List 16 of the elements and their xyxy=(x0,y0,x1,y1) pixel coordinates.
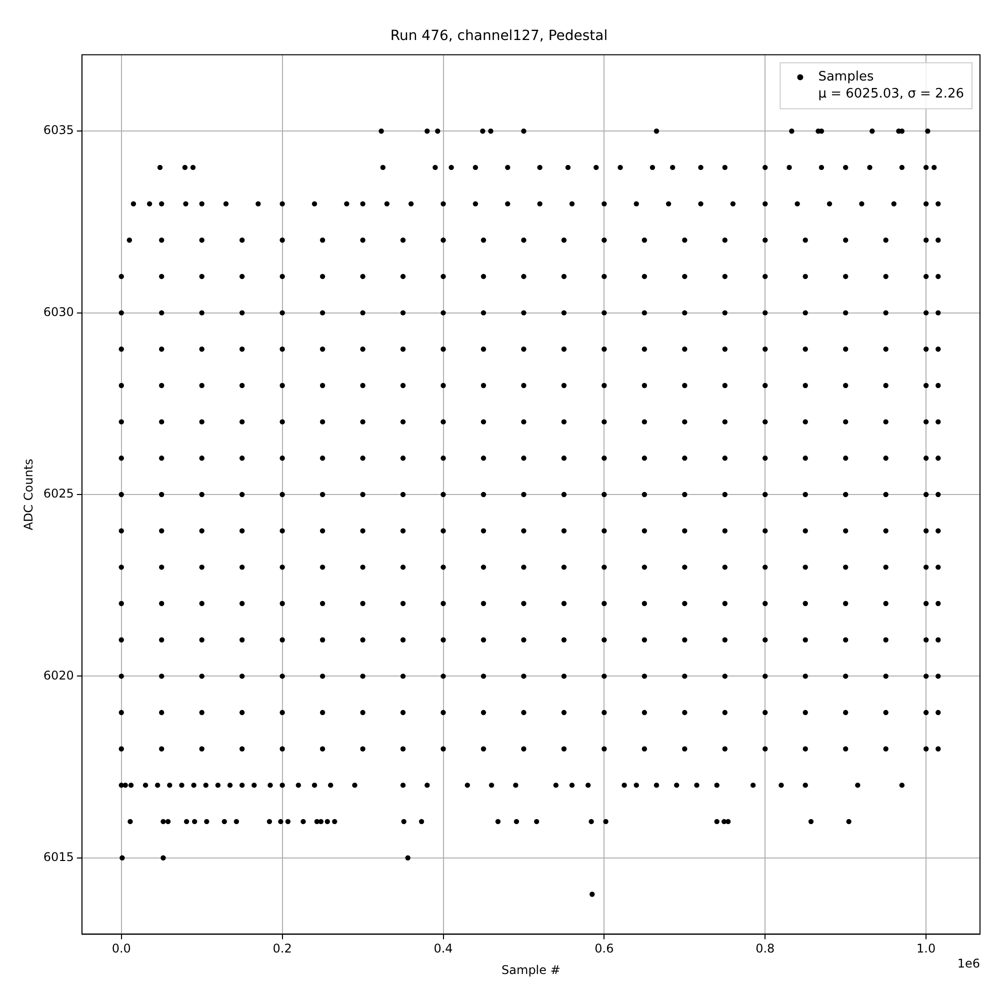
y-tick-label: 6015 xyxy=(43,850,74,864)
y-tick-label: 6020 xyxy=(43,668,74,682)
x-tick-label: 0.4 xyxy=(434,942,453,956)
y-tick-label: 6035 xyxy=(43,123,74,138)
legend-label: Samples μ = 6025.03, σ = 2.26 xyxy=(818,70,964,102)
y-tick-label: 6025 xyxy=(43,486,74,501)
y-tick-label: 6030 xyxy=(43,304,74,319)
text: 1e6 xyxy=(957,956,980,970)
x-tick-label: 0.2 xyxy=(272,942,292,956)
x-axis-title: Sample # xyxy=(502,962,560,977)
y-axis-title: ADC Counts xyxy=(21,458,36,530)
chart-title: Run 476, channel127, Pedestal xyxy=(390,28,608,44)
x-tick-label: 0.6 xyxy=(594,942,614,956)
x-tick-label: 0.0 xyxy=(112,942,131,956)
x-tick-label: 0.8 xyxy=(756,942,775,956)
x-tick-label: 1.0 xyxy=(916,942,936,956)
